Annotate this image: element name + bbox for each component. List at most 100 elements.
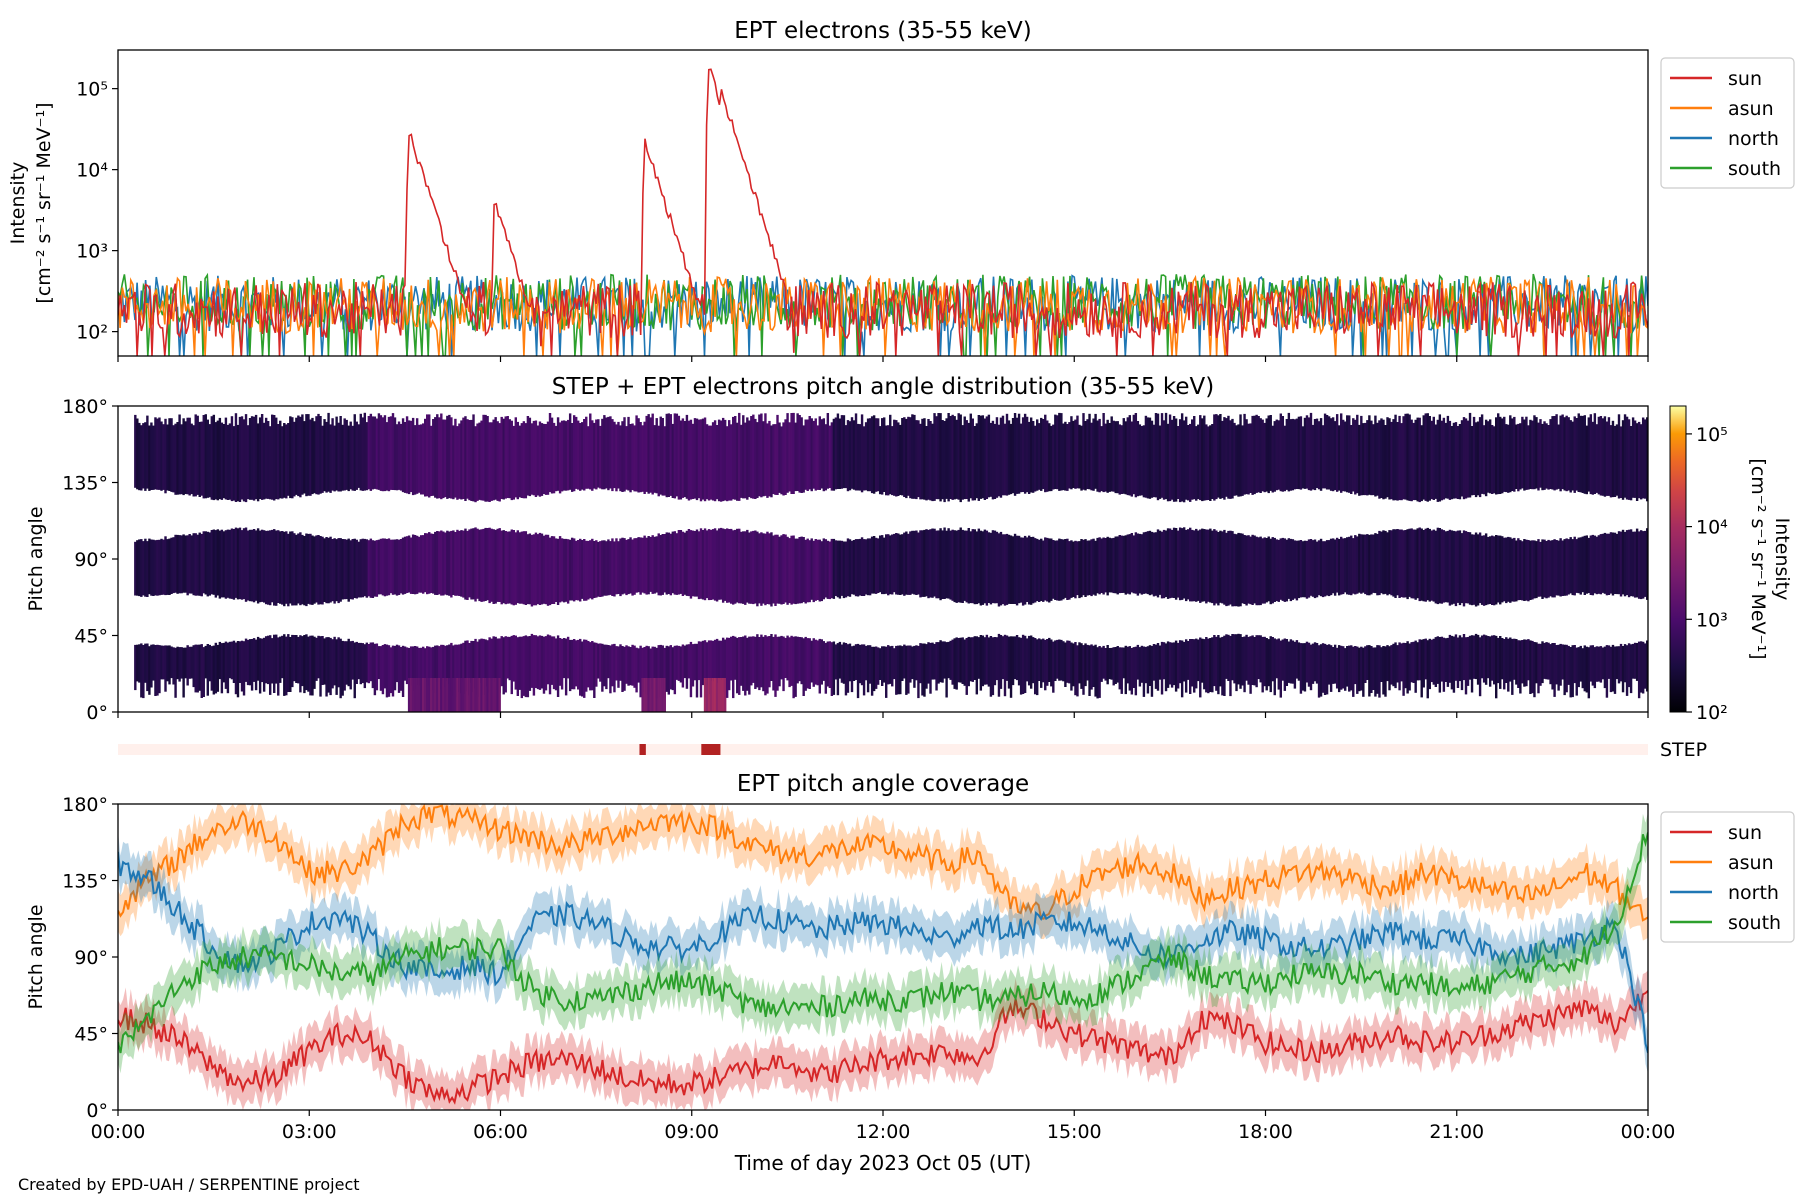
pad-heatmap-cell bbox=[1440, 529, 1444, 604]
pad-heatmap-cell bbox=[506, 531, 509, 604]
pad-heatmap-cell bbox=[1503, 537, 1506, 602]
pad-heatmap-cell bbox=[510, 529, 513, 605]
step-active-segment bbox=[639, 744, 646, 755]
pad-heatmap-cell bbox=[1213, 529, 1216, 606]
pad-heatmap-cell bbox=[478, 639, 481, 697]
pad-heatmap-cell bbox=[1193, 639, 1196, 693]
pad-heatmap-cell bbox=[961, 425, 964, 500]
pad-heatmap-cell bbox=[279, 531, 282, 604]
pad-heatmap-cell bbox=[635, 647, 638, 693]
pad-heatmap-cell bbox=[444, 532, 447, 595]
pad-heatmap-cell bbox=[1609, 646, 1613, 693]
pad-heatmap-cell bbox=[271, 414, 274, 500]
pad-heatmap-cell bbox=[669, 414, 673, 496]
pad-heatmap-cell bbox=[1317, 645, 1321, 698]
pad-heatmap-cell bbox=[798, 415, 801, 493]
pad-heatmap-cell bbox=[744, 422, 747, 499]
pad-heatmap-cell bbox=[1488, 636, 1492, 687]
pad-heatmap-enhancement-cell bbox=[464, 678, 467, 712]
pad-heatmap-cell bbox=[999, 635, 1003, 689]
pad-heatmap-cell bbox=[1237, 633, 1240, 685]
pad-heatmap-cell bbox=[1476, 634, 1480, 685]
pad-heatmap-cell bbox=[190, 423, 193, 495]
pad-heatmap-enhancement-cell bbox=[458, 678, 461, 712]
coverage-band-north bbox=[118, 831, 1648, 1074]
intensity-legend-label-south: south bbox=[1728, 158, 1781, 180]
pad-heatmap-enhancement-cell bbox=[711, 678, 715, 712]
pad-heatmap-cell bbox=[1509, 537, 1512, 603]
pad-heatmap-cell bbox=[232, 640, 236, 683]
pad-heatmap-cell bbox=[1263, 537, 1266, 604]
pad-heatmap-cell bbox=[782, 422, 785, 496]
intensity-x-ticks bbox=[117, 356, 1649, 362]
pad-heatmap-cell bbox=[1386, 532, 1389, 596]
pad-heatmap-enhancement-cell bbox=[476, 678, 479, 712]
pad-heatmap-cell bbox=[1156, 413, 1160, 501]
pad-heatmap-cell bbox=[1289, 639, 1293, 684]
pad-heatmap-cell bbox=[343, 418, 346, 491]
pad-heatmap-cell bbox=[1579, 415, 1582, 493]
pad-heatmap-cell bbox=[317, 413, 320, 495]
pad-heatmap-cell bbox=[885, 534, 888, 594]
pad-heatmap-cell bbox=[806, 538, 809, 603]
pad-heatmap-cell bbox=[983, 637, 987, 685]
pad-heatmap-cell bbox=[1164, 643, 1168, 692]
pad-heatmap-cell bbox=[1563, 539, 1566, 596]
pad-heatmap-cell bbox=[176, 534, 179, 594]
pad-heatmap-cell bbox=[1420, 639, 1423, 698]
pad-heatmap-cell bbox=[727, 420, 731, 501]
pad-heatmap-cell bbox=[262, 637, 266, 692]
pad-heatmap-cell bbox=[826, 413, 830, 489]
pad-heatmap-cell bbox=[687, 529, 691, 597]
pad-heatmap-cell bbox=[566, 636, 570, 679]
coverage-panel: EPT pitch angle coverage 0°45°90°135°180… bbox=[25, 771, 1795, 1175]
pad-heatmap-cell bbox=[1082, 645, 1085, 695]
pad-heatmap-cell bbox=[498, 528, 501, 602]
pad-heatmap-cell bbox=[321, 425, 324, 493]
pad-heatmap-cell bbox=[226, 642, 230, 694]
pad-heatmap-enhancement-cell bbox=[715, 678, 719, 712]
pad-heatmap-cell bbox=[705, 530, 709, 599]
pad-heatmap-cell bbox=[961, 637, 964, 684]
pad-heatmap-cell bbox=[156, 644, 159, 696]
pad-heatmap-enhancement-cell bbox=[474, 678, 477, 712]
pad-heatmap-cell bbox=[577, 420, 580, 490]
pad-heatmap-cell bbox=[1191, 529, 1194, 602]
pad-heatmap-cell bbox=[542, 535, 546, 604]
pad-heatmap-cell bbox=[991, 637, 995, 696]
pad-heatmap-cell bbox=[291, 531, 294, 606]
pad-heatmap-cell bbox=[866, 538, 870, 596]
pad-heatmap-cell bbox=[1561, 540, 1564, 596]
pad-heatmap-cell bbox=[1265, 538, 1268, 603]
pad-heatmap-cell bbox=[973, 426, 976, 501]
pad-heatmap-cell bbox=[1098, 418, 1101, 493]
pad-heatmap-cell bbox=[470, 528, 473, 600]
pad-heatmap-cell bbox=[548, 413, 552, 493]
pad-heatmap-cell bbox=[246, 530, 250, 601]
pad-heatmap-cell bbox=[1193, 530, 1196, 602]
pad-heatmap-cell bbox=[287, 634, 290, 692]
pad-heatmap-cell bbox=[240, 530, 244, 600]
pad-heatmap-cell bbox=[1275, 639, 1278, 679]
coverage-legend-label-north: north bbox=[1728, 882, 1779, 904]
pad-heatmap-cell bbox=[977, 415, 981, 501]
pad-heatmap-cell bbox=[1267, 536, 1270, 602]
pad-heatmap-cell bbox=[1086, 419, 1089, 489]
pad-heatmap-cell bbox=[872, 415, 876, 494]
pad-heatmap-cell bbox=[1362, 534, 1365, 593]
pad-heatmap-cell bbox=[1329, 418, 1333, 491]
pad-heatmap-cell bbox=[496, 638, 499, 691]
pad-heatmap-cell bbox=[663, 426, 666, 496]
pad-heatmap-cell bbox=[846, 420, 850, 492]
pad-heatmap-cell bbox=[788, 637, 791, 688]
pad-heatmap-cell bbox=[1285, 539, 1289, 602]
pad-heatmap-cell bbox=[1044, 537, 1047, 601]
pad-heatmap-cell bbox=[955, 419, 958, 499]
pad-heatmap-cell bbox=[1609, 532, 1613, 594]
pad-heatmap-cell bbox=[1291, 640, 1295, 684]
pad-heatmap-cell bbox=[923, 418, 926, 500]
pad-heatmap-cell bbox=[144, 643, 147, 683]
pad-heatmap-cell bbox=[868, 538, 872, 596]
pad-heatmap-cell bbox=[1176, 530, 1180, 598]
pad-heatmap-cell bbox=[1209, 638, 1212, 692]
